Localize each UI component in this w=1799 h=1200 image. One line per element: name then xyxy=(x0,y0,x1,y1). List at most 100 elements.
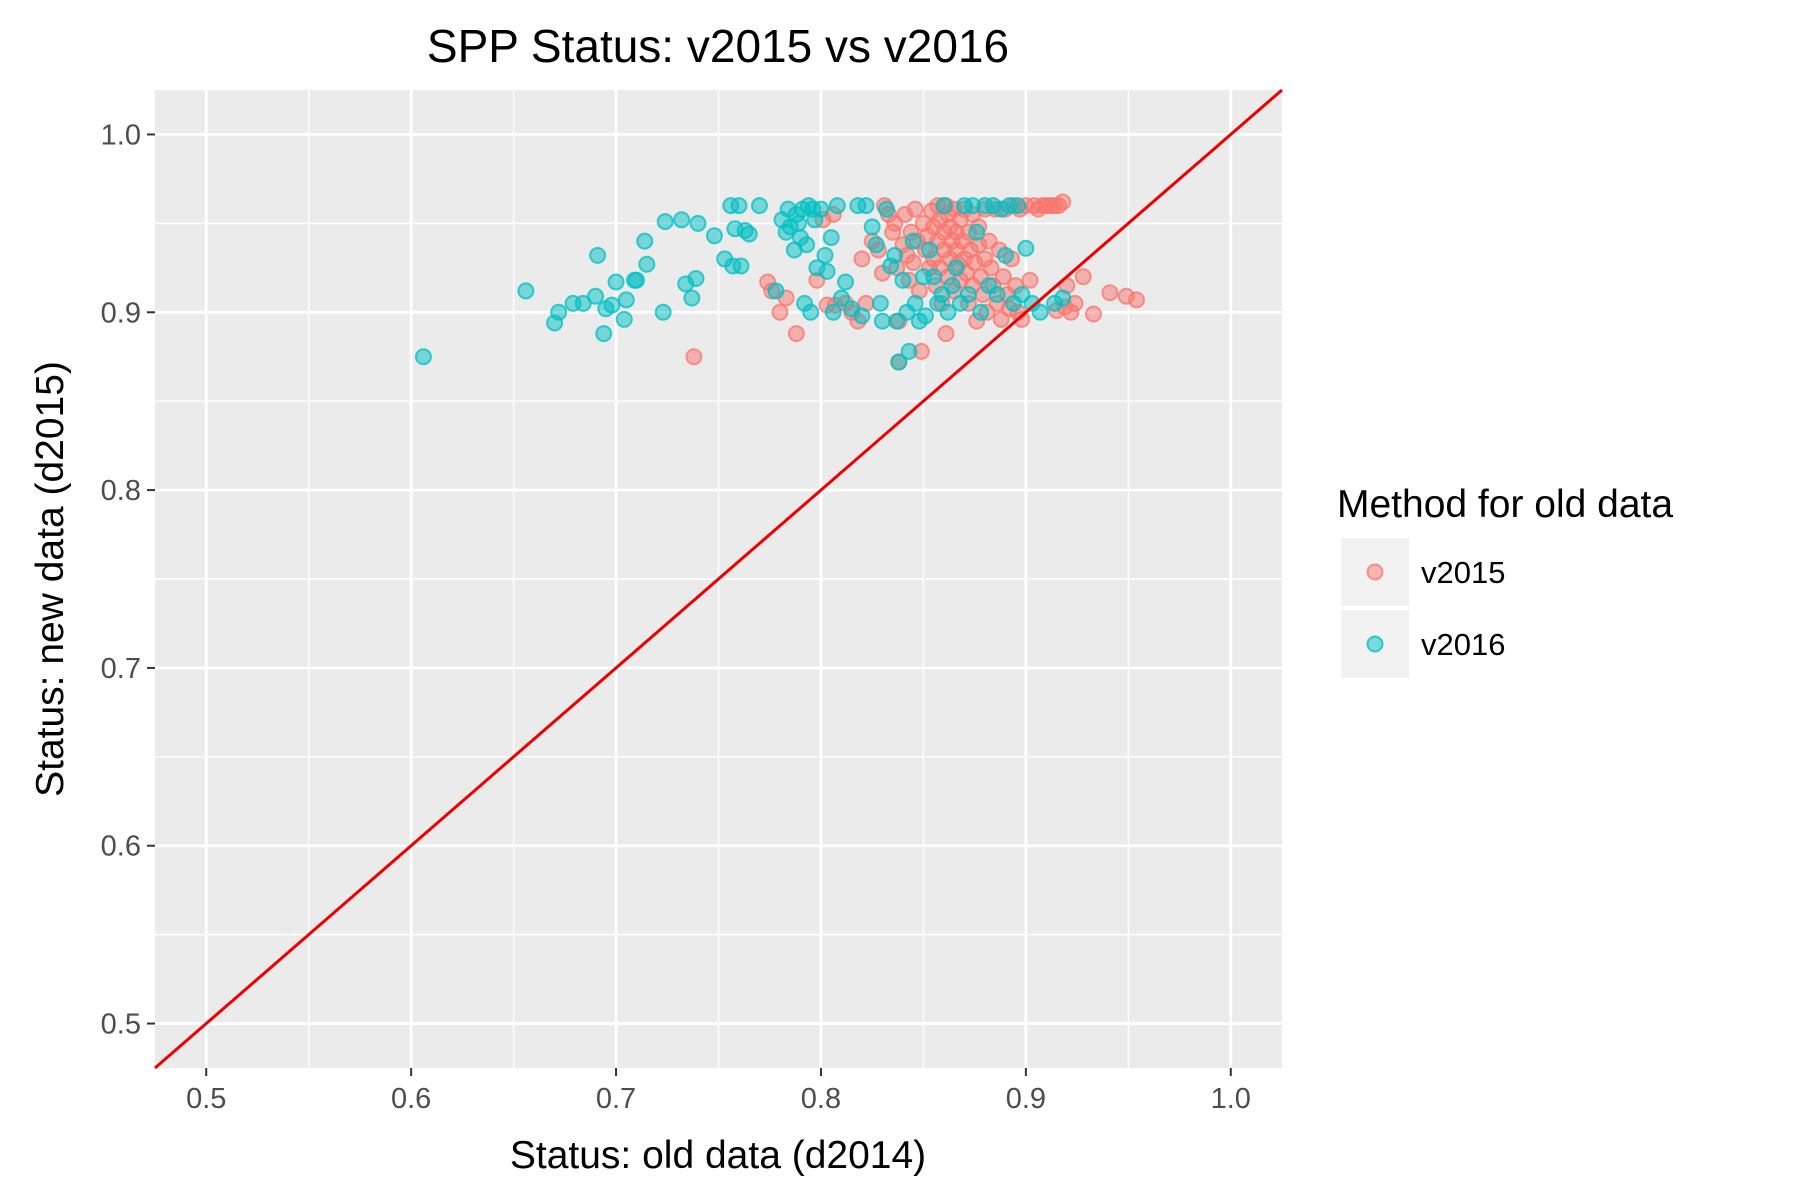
data-point xyxy=(873,312,891,330)
data-point xyxy=(982,259,1000,277)
x-tick-label: 0.7 xyxy=(596,1083,636,1115)
data-point xyxy=(824,303,842,321)
data-point xyxy=(1128,291,1146,309)
data-point xyxy=(1017,239,1035,257)
legend-item-v2015: v2015 xyxy=(1341,538,1505,606)
data-point xyxy=(894,271,912,289)
data-point xyxy=(587,287,605,305)
data-point xyxy=(818,262,836,280)
y-axis-title: Status: new data (d2015) xyxy=(29,361,72,797)
x-axis-title: Status: old data (d2014) xyxy=(510,1134,926,1177)
reference-line xyxy=(154,88,1283,1070)
data-point xyxy=(628,271,646,289)
data-point xyxy=(517,282,535,300)
data-points xyxy=(414,193,1146,371)
data-point xyxy=(857,197,875,215)
data-point xyxy=(832,289,850,307)
data-point xyxy=(916,307,934,325)
data-point xyxy=(1074,268,1092,286)
data-point xyxy=(816,246,834,264)
data-point xyxy=(937,325,955,343)
data-point xyxy=(595,325,613,343)
data-point xyxy=(414,348,432,366)
series-v2016 xyxy=(414,197,1072,371)
x-tick-label: 0.6 xyxy=(391,1083,431,1115)
data-point xyxy=(1054,193,1072,211)
x-tick-label: 1.0 xyxy=(1211,1083,1251,1115)
data-point xyxy=(871,294,889,312)
chart-title: SPP Status: v2015 vs v2016 xyxy=(427,20,1009,72)
data-point xyxy=(886,246,904,264)
data-point xyxy=(574,294,592,312)
data-point xyxy=(656,213,674,231)
data-point xyxy=(740,225,758,243)
data-point xyxy=(863,218,881,236)
data-point xyxy=(750,197,768,215)
data-point xyxy=(615,310,633,328)
data-point xyxy=(636,232,654,250)
y-tick-label: 0.7 xyxy=(101,653,141,685)
data-point xyxy=(1084,305,1102,323)
data-point xyxy=(947,259,965,277)
data-point xyxy=(906,294,924,312)
data-point xyxy=(1101,284,1119,302)
data-point xyxy=(638,255,656,273)
legend-marker xyxy=(1366,635,1384,653)
data-point xyxy=(673,211,691,229)
data-point xyxy=(878,200,896,218)
data-point xyxy=(787,325,805,343)
data-point xyxy=(853,250,871,268)
reference-line-group xyxy=(154,88,1283,1070)
y-tick-label: 0.9 xyxy=(101,297,141,329)
data-point xyxy=(705,227,723,245)
data-point xyxy=(935,197,953,215)
x-tick-label: 0.9 xyxy=(1006,1083,1046,1115)
data-point xyxy=(988,285,1006,303)
data-point xyxy=(1009,197,1027,215)
y-tick-label: 0.8 xyxy=(101,475,141,507)
data-point xyxy=(789,214,807,232)
data-point xyxy=(654,303,672,321)
data-point xyxy=(867,236,885,254)
legend-title: Method for old data xyxy=(1337,483,1673,526)
y-axis: 0.5 0.6 0.7 0.8 0.9 1.0 xyxy=(101,119,155,1041)
data-point xyxy=(968,223,986,241)
data-point xyxy=(687,269,705,287)
data-point xyxy=(837,273,855,291)
data-point xyxy=(732,257,750,275)
data-point xyxy=(730,197,748,215)
data-point xyxy=(607,273,625,291)
data-point xyxy=(959,285,977,303)
data-point xyxy=(939,303,957,321)
major-gridlines xyxy=(155,90,1282,1068)
data-point xyxy=(798,236,816,254)
data-point xyxy=(771,303,789,321)
data-point xyxy=(996,246,1014,264)
data-point xyxy=(767,282,785,300)
data-point xyxy=(683,289,701,307)
data-point xyxy=(853,307,871,325)
x-tick-label: 0.8 xyxy=(801,1083,841,1115)
y-tick-label: 0.5 xyxy=(101,1009,141,1041)
legend: Method for old data v2015 v2016 xyxy=(1337,483,1673,678)
data-point xyxy=(603,296,621,314)
legend-item-v2016: v2016 xyxy=(1341,610,1505,678)
data-point xyxy=(925,268,943,286)
data-point xyxy=(906,200,924,218)
data-point xyxy=(550,303,568,321)
y-tick-label: 0.6 xyxy=(101,831,141,863)
data-point xyxy=(972,303,990,321)
legend-label: v2015 xyxy=(1421,555,1505,590)
data-point xyxy=(904,253,922,271)
data-point xyxy=(921,241,939,259)
data-point xyxy=(812,200,830,218)
y-tick-label: 1.0 xyxy=(101,119,141,151)
data-point xyxy=(828,197,846,215)
data-point xyxy=(822,229,840,247)
data-point xyxy=(617,291,635,309)
data-point xyxy=(900,342,918,360)
data-point xyxy=(994,268,1012,286)
data-point xyxy=(904,232,922,250)
data-point xyxy=(689,214,707,232)
